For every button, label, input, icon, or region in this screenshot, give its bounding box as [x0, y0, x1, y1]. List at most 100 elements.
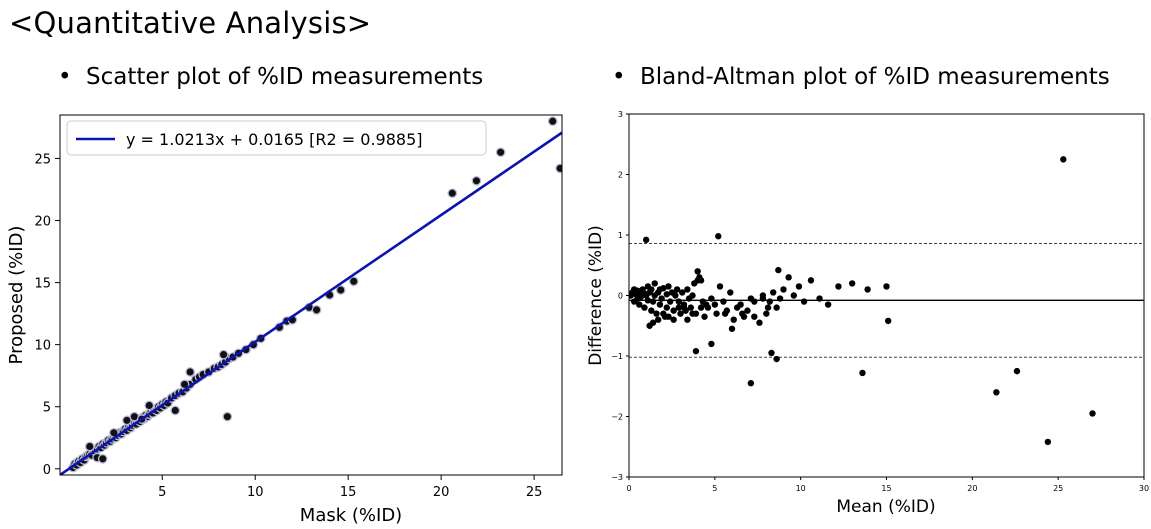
ba-point — [883, 283, 890, 290]
ba-point — [649, 319, 657, 326]
ba-point — [644, 297, 652, 304]
ba-point — [708, 340, 715, 348]
ba-point — [1060, 156, 1067, 163]
ba-point — [672, 292, 679, 299]
scatter-point — [185, 367, 195, 377]
ba-point — [713, 310, 720, 317]
y-tick-label: 3 — [618, 110, 623, 119]
ba-point — [684, 316, 691, 323]
ba-point — [663, 291, 670, 298]
scatter-point — [84, 441, 95, 452]
x-tick-label: 5 — [712, 484, 717, 493]
y-tick-label: 1 — [618, 231, 623, 240]
ba-point — [687, 304, 694, 311]
ba-point — [773, 304, 780, 311]
y-axis-label: Proposed (%ID) — [6, 226, 27, 365]
ba-point — [636, 301, 643, 308]
ba-point — [715, 233, 722, 240]
ba-point — [660, 310, 667, 317]
regression-line — [60, 131, 562, 475]
x-tick-label: 10 — [247, 485, 264, 500]
y-tick-label: 25 — [34, 152, 51, 167]
ba-point — [665, 313, 672, 320]
ba-point — [701, 313, 708, 320]
ba-point — [751, 298, 758, 305]
ba-point — [727, 289, 734, 296]
y-tick-label: 0 — [618, 292, 623, 301]
ba-point — [692, 347, 700, 355]
ba-point — [697, 304, 705, 311]
scatter-point — [555, 163, 562, 174]
ba-point — [673, 286, 681, 293]
x-tick-label: 25 — [526, 485, 543, 500]
ba-point — [670, 307, 677, 314]
ba-point — [993, 389, 1000, 396]
ba-point — [773, 355, 780, 363]
ba-point — [728, 325, 736, 332]
ba-point — [667, 298, 674, 305]
y-tick-label: −1 — [611, 352, 623, 361]
ba-point — [859, 369, 866, 377]
scatter-point — [547, 116, 558, 127]
x-axis-label: Mean (%ID) — [836, 497, 935, 517]
ba-point — [795, 283, 803, 290]
y-tick-label: −3 — [611, 473, 623, 482]
scatter-point — [447, 188, 458, 199]
y-tick-label: −2 — [611, 413, 623, 422]
ba-point — [670, 316, 677, 323]
x-tick-label: 15 — [340, 485, 357, 500]
x-tick-label: 5 — [158, 485, 166, 500]
ba-point — [835, 283, 842, 290]
ba-point — [677, 310, 684, 317]
y-tick-label: 15 — [34, 277, 51, 292]
ba-point — [653, 310, 660, 317]
ba-point — [694, 268, 701, 275]
ba-point — [730, 316, 737, 323]
x-tick-label: 30 — [1139, 484, 1149, 493]
ba-point — [816, 295, 823, 302]
ba-point — [656, 301, 664, 308]
ba-point — [824, 301, 832, 308]
ba-point — [675, 298, 682, 305]
bullet-bland-altman-label: Bland-Altman plot of %ID measurements — [640, 64, 1110, 90]
ba-point — [864, 286, 871, 293]
ba-point — [848, 280, 856, 287]
y-tick-label: 5 — [43, 401, 51, 416]
ba-point — [800, 298, 808, 305]
legend-box — [66, 120, 487, 156]
ba-point — [1013, 367, 1021, 375]
ba-point — [885, 317, 892, 325]
bland-altman-frame — [628, 113, 1145, 478]
ba-point — [721, 310, 729, 317]
x-tick-label: 10 — [796, 484, 806, 493]
ba-point — [703, 301, 710, 308]
scatter-frame — [59, 114, 563, 476]
ba-point — [679, 289, 686, 296]
bullet-dot: • — [612, 64, 626, 90]
page-title: <Quantitative Analysis> — [9, 6, 372, 40]
ba-point — [785, 274, 792, 281]
ba-point — [1044, 438, 1052, 446]
legend-label: y = 1.0213x + 0.0165 [R2 = 0.9885] — [126, 130, 423, 149]
ba-point — [648, 286, 655, 293]
ba-point — [651, 280, 658, 287]
ba-point — [756, 319, 763, 326]
ba-point — [759, 295, 767, 302]
ba-point — [1089, 410, 1096, 417]
ba-point — [766, 298, 773, 305]
x-tick-label: 25 — [1053, 484, 1063, 493]
ba-point — [751, 313, 758, 320]
scatter-point — [222, 411, 233, 422]
ba-point — [684, 286, 691, 293]
ba-point — [642, 236, 650, 244]
scatter-point — [144, 400, 155, 411]
bullet-dot: • — [58, 64, 72, 90]
x-axis-label: Mask (%ID) — [300, 505, 402, 526]
bullet-scatter: • Scatter plot of %ID measurements — [58, 64, 483, 90]
y-tick-label: 2 — [618, 171, 623, 180]
ba-point — [658, 295, 665, 302]
ba-point — [764, 304, 772, 311]
ba-point — [763, 310, 770, 317]
ba-point — [720, 298, 727, 305]
